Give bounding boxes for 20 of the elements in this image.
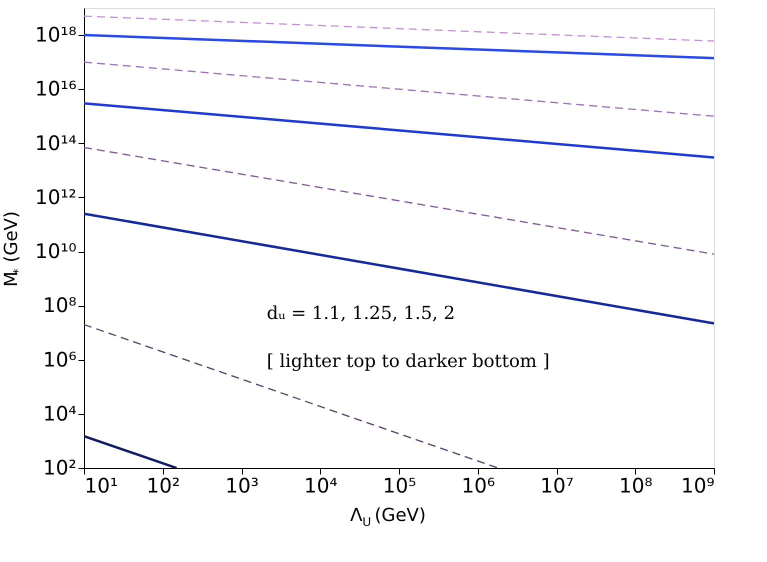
x-tick-label: 10⁴ (304, 474, 338, 498)
x-tick-label: 10⁹ (681, 474, 714, 498)
y-tick-label: 10¹⁰ (35, 239, 76, 264)
x-tick-label: 10² (146, 474, 180, 498)
x-tick-label: 10¹ (84, 474, 118, 498)
annotation: dᵤ = 1.1, 1.25, 1.5, 2 (266, 302, 456, 324)
y-tick-label: 10⁸ (43, 293, 76, 318)
y-tick-label: 10⁶ (43, 347, 76, 372)
annotation: [ lighter top to darker bottom ] (266, 351, 550, 372)
y-tick-label: 10¹⁸ (35, 22, 76, 47)
x-tick-label: 10⁵ (382, 474, 416, 498)
y-tick-label: 10¹⁴ (35, 130, 76, 155)
y-tick-label: 10¹⁶ (35, 76, 76, 101)
x-tick-label: 10⁸ (619, 474, 652, 498)
x-tick-label: 10⁷ (540, 474, 574, 498)
x-tick-label: 10⁶ (462, 474, 495, 498)
x-tick-label: 10³ (225, 474, 259, 498)
y-tick-label: 10⁴ (43, 401, 76, 426)
y-tick-label: 10¹² (35, 184, 76, 209)
y-tick-label: 10² (43, 456, 76, 480)
